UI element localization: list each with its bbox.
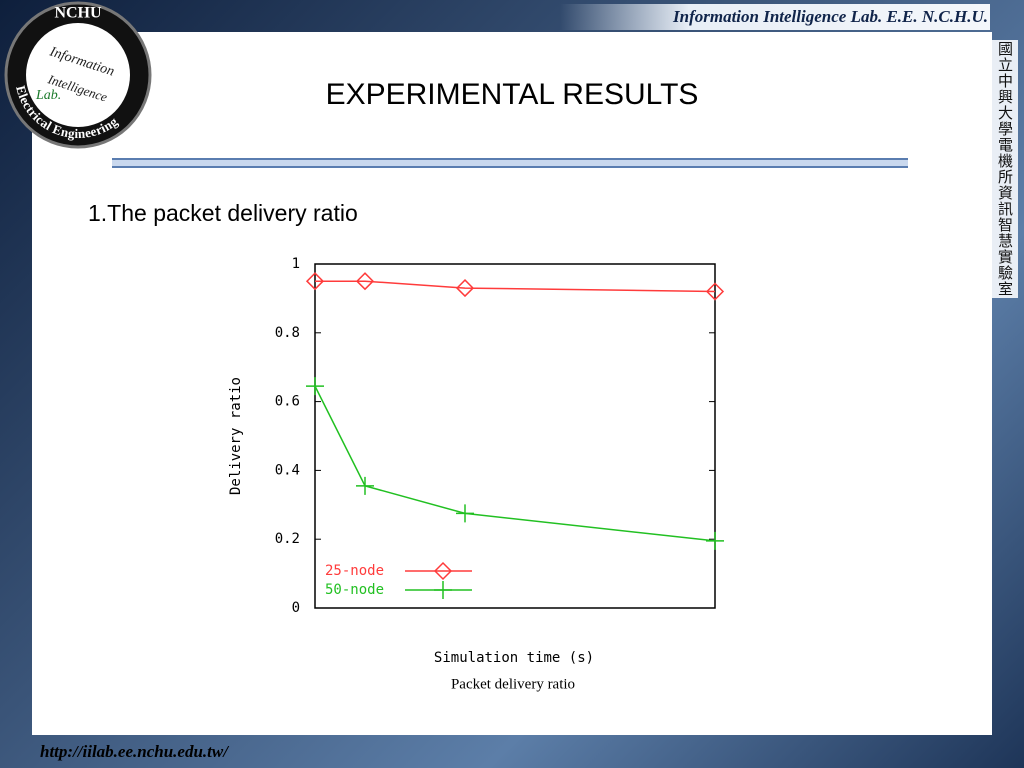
marker [455, 279, 475, 298]
content-area [32, 32, 992, 735]
marker [705, 282, 725, 301]
title-rule [112, 158, 908, 168]
y-tick-label: 1 [292, 256, 300, 272]
marker [305, 272, 325, 291]
legend-marker [434, 581, 452, 599]
y-tick-label: 0.2 [275, 531, 300, 547]
legend-marker [433, 561, 453, 581]
series-line [314, 385, 716, 542]
x-axis-title: Simulation time (s) [434, 650, 594, 666]
marker [356, 476, 374, 495]
y-tick-label: 0 [292, 600, 300, 616]
top-bar [560, 4, 990, 30]
y-tick-label: 0.6 [275, 394, 300, 410]
legend-label: 25-node [325, 563, 384, 579]
legend-label: 50-node [325, 582, 384, 598]
marker [355, 272, 375, 291]
y-axis-title: Delivery ratio [228, 377, 244, 495]
slide-title: EXPERIMENTAL RESULTS [325, 78, 699, 111]
chart-caption: Packet delivery ratio [451, 676, 575, 692]
logo-line3: Lab. [35, 88, 61, 103]
logo: NCHU Electrical Engineering Information … [4, 1, 152, 149]
marker [706, 531, 724, 550]
marker [306, 377, 324, 396]
footer-url: http://iilab.ee.nchu.edu.tw/ [40, 742, 228, 761]
lab-name: Information Intelligence Lab. E.E. N.C.H… [673, 7, 988, 26]
marker [456, 504, 474, 523]
plot-frame [314, 263, 716, 609]
series-line [315, 280, 716, 293]
y-tick-label: 0.4 [275, 462, 300, 478]
section-heading: 1.The packet delivery ratio [88, 200, 358, 226]
logo-top: NCHU [54, 5, 102, 22]
y-tick-label: 0.8 [275, 325, 300, 341]
side-text: 國立中興大學電機所資訊智慧實驗室 [992, 40, 1018, 298]
